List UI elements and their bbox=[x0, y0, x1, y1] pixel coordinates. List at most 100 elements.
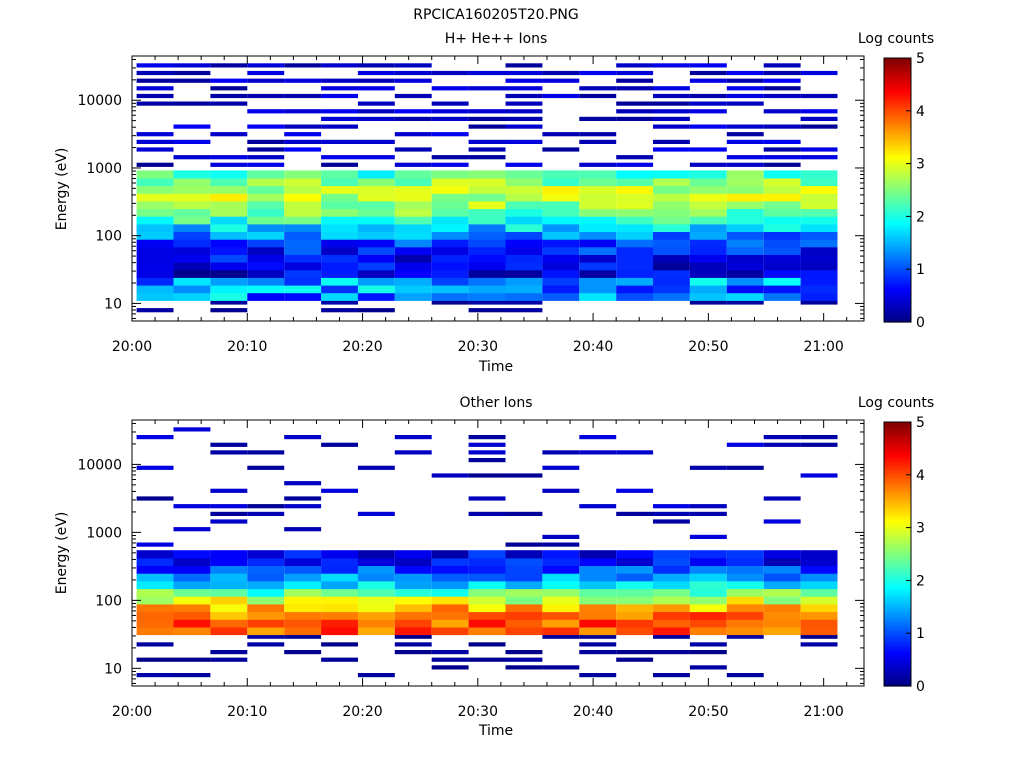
heatmap-cell bbox=[763, 269, 801, 278]
colorbar-swatch bbox=[884, 306, 911, 310]
heatmap-cell bbox=[247, 78, 285, 83]
heatmap-cell bbox=[468, 170, 506, 179]
heatmap-cell bbox=[763, 223, 801, 232]
x-tick-label: 21:00 bbox=[803, 339, 843, 355]
heatmap-cell bbox=[284, 504, 322, 509]
heatmap-cell bbox=[689, 93, 727, 99]
heatmap-cell bbox=[468, 231, 506, 240]
heatmap-cell bbox=[136, 611, 174, 620]
colorbar-swatch bbox=[884, 269, 911, 273]
colorbar-frame bbox=[883, 57, 912, 323]
heatmap-cell bbox=[357, 63, 395, 68]
heatmap-cell bbox=[394, 285, 432, 294]
heatmap-cell bbox=[726, 216, 764, 225]
heatmap-cell bbox=[210, 155, 248, 160]
heatmap-cell bbox=[173, 565, 211, 574]
colorbar-swatch bbox=[884, 208, 911, 212]
heatmap-cell bbox=[689, 147, 727, 152]
heatmap-cell bbox=[247, 170, 285, 179]
colorbar-swatch bbox=[884, 469, 911, 473]
heatmap-cell bbox=[173, 550, 211, 559]
heatmap-cell bbox=[431, 170, 469, 179]
heatmap-cell bbox=[653, 504, 690, 509]
y-tick-label: 100 bbox=[95, 229, 122, 245]
colorbar-swatch bbox=[884, 274, 911, 278]
heatmap-cell bbox=[579, 504, 617, 509]
colorbar-swatch bbox=[884, 509, 911, 513]
heatmap-cell bbox=[763, 193, 801, 202]
heatmap-cells bbox=[136, 427, 838, 678]
heatmap-cell bbox=[726, 673, 764, 678]
heatmap-cell bbox=[431, 155, 469, 160]
heatmap-cell bbox=[210, 588, 248, 597]
heatmap-cell bbox=[173, 139, 211, 144]
heatmap-cell bbox=[726, 155, 764, 160]
heatmap-cell bbox=[284, 565, 322, 574]
heatmap-cell bbox=[431, 178, 469, 187]
heatmap-cell bbox=[579, 673, 617, 678]
heatmap-cell bbox=[505, 619, 543, 628]
heatmap-cell bbox=[210, 511, 248, 516]
colorbar-swatch bbox=[884, 683, 911, 687]
heatmap-cell bbox=[210, 170, 248, 179]
heatmap-cell bbox=[247, 239, 285, 248]
colorbar-swatch bbox=[884, 179, 911, 183]
heatmap-cell bbox=[763, 70, 801, 76]
panel-other-ions: Other Ions Log counts 20:00 20:10 20:20 20:… bbox=[54, 395, 934, 739]
heatmap-cell bbox=[210, 442, 248, 447]
x-tick-label: 20:30 bbox=[458, 704, 498, 720]
heatmap-cell bbox=[357, 550, 395, 559]
heatmap-cell bbox=[210, 216, 248, 225]
heatmap-cell bbox=[284, 239, 322, 248]
heatmap-cell bbox=[579, 246, 617, 255]
heatmap-cell bbox=[726, 565, 764, 574]
heatmap-cell bbox=[505, 580, 543, 590]
heatmap-cell bbox=[284, 223, 322, 232]
heatmap-cell bbox=[616, 78, 654, 83]
heatmap-cell bbox=[284, 619, 322, 628]
heatmap-cell bbox=[357, 216, 395, 225]
heatmap-cell bbox=[136, 63, 174, 68]
heatmap-cell bbox=[689, 611, 727, 620]
heatmap-cell bbox=[726, 442, 764, 447]
heatmap-cell bbox=[136, 542, 174, 547]
heatmap-cell bbox=[394, 650, 432, 655]
colorbar-swatch bbox=[884, 147, 911, 151]
heatmap-cell bbox=[616, 285, 654, 294]
colorbar-swatch bbox=[884, 633, 911, 637]
heatmap-cell bbox=[210, 93, 248, 99]
colorbar: 0 1 2 3 4 5 bbox=[883, 415, 925, 695]
heatmap-cell bbox=[616, 63, 654, 68]
heatmap-cell bbox=[284, 481, 322, 486]
heatmap-cell bbox=[468, 450, 506, 455]
heatmap-cell bbox=[800, 269, 838, 278]
heatmap-cell bbox=[136, 642, 174, 647]
heatmap-cell bbox=[357, 139, 395, 144]
colorbar-swatch bbox=[884, 158, 911, 162]
colorbar-swatch bbox=[884, 237, 911, 241]
heatmap-cell bbox=[542, 550, 580, 559]
heatmap-cell bbox=[431, 588, 469, 597]
heatmap-cell bbox=[136, 619, 174, 628]
heatmap-cell bbox=[505, 216, 543, 225]
heatmap-cell bbox=[321, 254, 358, 263]
heatmap-cell bbox=[284, 147, 322, 152]
heatmap-cell bbox=[394, 588, 432, 597]
heatmap-cell bbox=[616, 262, 654, 271]
colorbar-swatch bbox=[884, 561, 911, 566]
heatmap-cell bbox=[763, 550, 801, 559]
heatmap-cell bbox=[431, 223, 469, 232]
heatmap-cell bbox=[247, 262, 285, 271]
heatmap-cell bbox=[726, 580, 764, 590]
colorbar-swatch bbox=[884, 300, 911, 305]
heatmap-cell bbox=[689, 642, 727, 647]
heatmap-cell bbox=[726, 596, 764, 605]
colorbar-swatch bbox=[884, 559, 911, 563]
colorbar-swatch bbox=[884, 203, 911, 207]
colorbar-swatch bbox=[884, 192, 911, 196]
heatmap-cell bbox=[394, 277, 432, 286]
colorbar-swatch bbox=[884, 638, 911, 642]
heatmap-cell bbox=[505, 93, 543, 99]
heatmap-cell bbox=[689, 285, 727, 294]
heatmap-cell bbox=[284, 216, 322, 225]
